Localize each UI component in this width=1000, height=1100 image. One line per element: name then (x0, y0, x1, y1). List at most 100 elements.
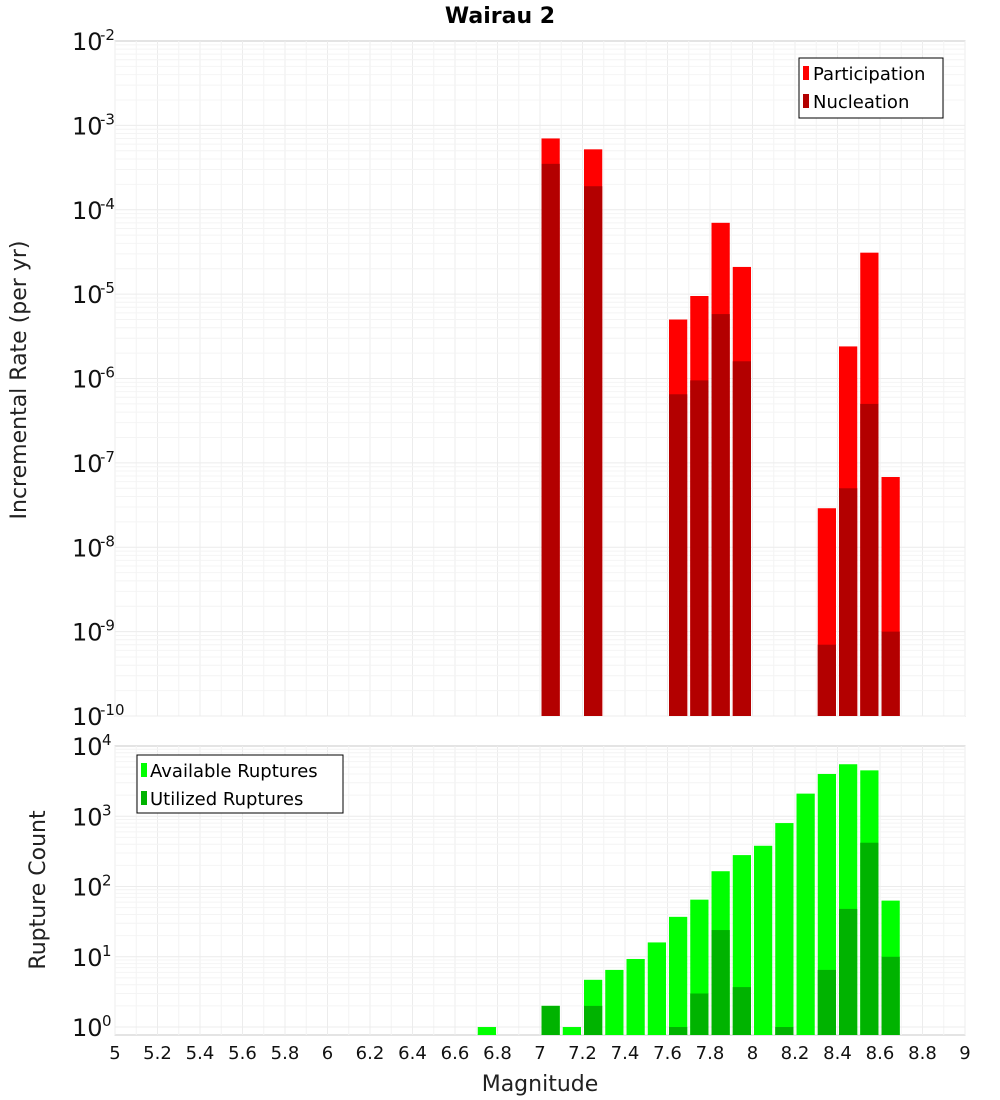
top-grid (114, 41, 966, 717)
y-tick-label: 10 (72, 619, 103, 647)
bar-available-ruptures (647, 942, 666, 1035)
x-tick-label: 5.8 (271, 1043, 300, 1064)
x-tick-label: 6.6 (441, 1043, 470, 1064)
x-tick-label: 6.2 (356, 1043, 385, 1064)
y-tick-label: 10 (72, 281, 103, 309)
y-tick-exponent: 1 (102, 942, 112, 960)
legend-swatch-nucleation (803, 94, 809, 108)
y-tick-exponent: -7 (100, 448, 115, 466)
y-tick-label: 10 (72, 803, 103, 831)
top-y-axis-label: Incremental Rate (per yr) (7, 241, 32, 520)
bar-nucleation (711, 314, 730, 716)
x-tick-label: 5.4 (186, 1043, 215, 1064)
x-tick-label: 9 (959, 1043, 970, 1064)
bar-nucleation (669, 394, 688, 716)
y-tick-exponent: 4 (102, 731, 112, 749)
y-tick-exponent: -9 (100, 617, 115, 635)
legend-swatch-available-ruptures (141, 763, 147, 777)
bar-utilized-ruptures (817, 969, 836, 1035)
bar-nucleation (690, 380, 709, 716)
x-tick-label: 8.4 (823, 1043, 852, 1064)
legend-label-utilized-ruptures: Utilized Ruptures (150, 789, 303, 810)
bar-utilized-ruptures (669, 1027, 688, 1035)
bar-available-ruptures (477, 1027, 496, 1035)
y-tick-exponent: -4 (100, 195, 115, 213)
y-tick-exponent: 3 (102, 801, 112, 819)
bar-nucleation (584, 186, 603, 716)
y-tick-label: 10 (72, 450, 103, 478)
y-tick-label: 10 (72, 874, 103, 902)
x-tick-label: 8 (747, 1043, 758, 1064)
bottom-bars (477, 764, 900, 1035)
y-tick-label: 10 (72, 28, 103, 56)
bar-nucleation (881, 631, 900, 716)
bar-available-ruptures (754, 845, 773, 1035)
legend-label-participation: Participation (813, 64, 925, 85)
bottom-legend-box (136, 754, 344, 814)
bar-nucleation (732, 361, 751, 716)
y-tick-label: 10 (72, 534, 103, 562)
bar-available-ruptures (796, 793, 815, 1035)
x-axis-ticks: 5 5.2 5.4 5.6 5.8 6 6.2 6.4 6.6 6.8 7 7.2 7.4 7.6 7.8 8… (109, 1043, 970, 1064)
x-tick-label: 8.6 (866, 1043, 895, 1064)
bar-nucleation (860, 403, 879, 716)
x-tick-label: 7.6 (653, 1043, 682, 1064)
x-tick-label: 7.2 (568, 1043, 597, 1064)
bar-available-ruptures (626, 958, 645, 1035)
y-tick-label: 10 (72, 1014, 103, 1042)
x-axis-label: Magnitude (482, 1072, 599, 1097)
bar-nucleation (541, 163, 560, 717)
y-tick-label: 10 (72, 112, 103, 140)
y-tick-exponent: 0 (102, 1012, 112, 1030)
x-tick-label: 6 (322, 1043, 333, 1064)
top-legend-box (798, 57, 944, 119)
y-tick-label: 10 (72, 703, 103, 731)
y-tick-exponent: -3 (100, 110, 115, 128)
bar-available-ruptures (817, 773, 836, 1035)
legend-label-nucleation: Nucleation (813, 92, 909, 113)
y-tick-label: 10 (72, 197, 103, 225)
bar-utilized-ruptures (584, 1005, 603, 1035)
legend-swatch-participation (803, 66, 809, 80)
y-tick-label: 10 (72, 944, 103, 972)
x-tick-label: 5.2 (143, 1043, 172, 1064)
top-legend: Participation Nucleation (798, 57, 944, 119)
y-tick-exponent: -6 (100, 364, 115, 382)
bar-available-ruptures (562, 1027, 581, 1035)
bar-utilized-ruptures (839, 908, 858, 1035)
bar-utilized-ruptures (881, 956, 900, 1035)
legend-label-available-ruptures: Available Ruptures (150, 761, 318, 782)
bar-utilized-ruptures (711, 930, 730, 1035)
bar-utilized-ruptures (690, 993, 709, 1035)
bottom-y-axis-label: Rupture Count (26, 810, 51, 970)
bar-available-ruptures (775, 823, 794, 1035)
x-tick-label: 5 (109, 1043, 120, 1064)
top-plot-panel: 10-210-310-410-510-610-710-810-910-10 In… (7, 26, 966, 731)
chart-title: Wairau 2 (445, 4, 555, 29)
x-tick-label: 8.8 (908, 1043, 937, 1064)
x-tick-label: 5.6 (228, 1043, 257, 1064)
y-tick-label: 10 (72, 366, 103, 394)
bar-available-ruptures (669, 916, 688, 1035)
top-bars (541, 138, 900, 717)
y-tick-exponent: -8 (100, 532, 115, 550)
bar-utilized-ruptures (860, 842, 879, 1035)
bar-utilized-ruptures (775, 1027, 794, 1035)
bar-nucleation (817, 644, 836, 716)
y-tick-exponent: -10 (100, 701, 125, 719)
y-tick-exponent: 2 (102, 872, 112, 890)
y-tick-label: 10 (72, 733, 103, 761)
bar-nucleation (839, 488, 858, 716)
x-tick-label: 7 (534, 1043, 545, 1064)
x-tick-label: 7.8 (696, 1043, 725, 1064)
top-y-ticks: 10-210-310-410-510-610-710-810-910-10 (72, 26, 125, 731)
x-tick-label: 6.8 (483, 1043, 512, 1064)
y-tick-exponent: -2 (100, 26, 115, 44)
x-tick-label: 8.2 (781, 1043, 810, 1064)
y-tick-exponent: -5 (100, 279, 115, 297)
x-tick-label: 7.4 (611, 1043, 640, 1064)
bottom-legend: Available Ruptures Utilized Ruptures (136, 754, 344, 814)
